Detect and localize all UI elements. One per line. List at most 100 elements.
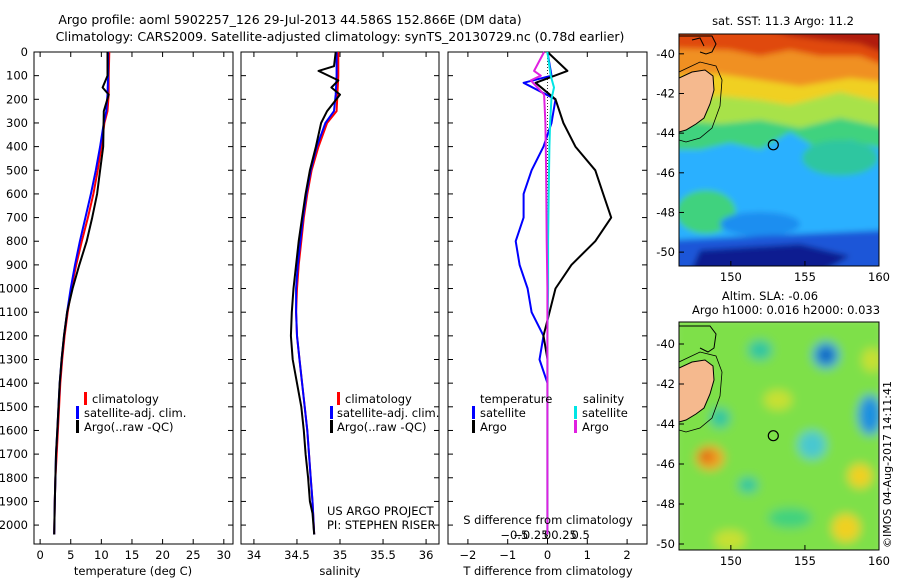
sst-latitude-axis: -40 -42 -44 -46 -48 -50 (656, 47, 684, 259)
title-line-2: Climatology: CARS2009. Satellite-adjuste… (56, 29, 625, 44)
s-tick-label: −0.25 (513, 528, 548, 542)
legend-swatch-climatology (337, 392, 340, 405)
x-tick-label: −1 (499, 548, 516, 562)
depth-tick-label: 400 (6, 140, 28, 154)
longitude-tick-label: 160 (868, 270, 890, 284)
sla-map-field (679, 322, 879, 550)
depth-tick-label: 1900 (0, 494, 28, 508)
sla-longitude-axis: 150 155 160 (720, 545, 890, 568)
latitude-tick-label: -40 (656, 337, 675, 351)
sst-map-frame (678, 33, 880, 267)
series-line-argo-raw-qc (53, 52, 110, 535)
latitude-tick-label: -44 (656, 126, 675, 140)
temperature-profiles (53, 51, 111, 535)
x-tick-label: 1 (584, 548, 591, 562)
depth-tick-label: 1100 (0, 305, 28, 319)
x-tick-label: 35 (333, 548, 348, 562)
legend-label-satellite: satellite-adj. clim. (337, 406, 439, 420)
legend-label-temperature-argo: Argo (480, 420, 507, 434)
longitude-tick-label: 150 (720, 270, 742, 284)
x-tick-label: 34.5 (284, 548, 310, 562)
depth-tick-label: 600 (6, 187, 28, 201)
salinity-x-axis: 34 34.5 35 35.5 36 (241, 51, 439, 562)
latitude-tick-label: -46 (656, 166, 675, 180)
depth-axis: 0 100 200 300 400 500 600 700 800 900 1000 1100 1200… (0, 45, 233, 532)
series-line-argo-raw-qc (289, 51, 341, 535)
legend-label-temperature-satellite: satellite (480, 406, 526, 420)
legend-swatch-satellite (76, 406, 79, 419)
temperature-difference-label: T difference from climatology (462, 564, 633, 578)
latitude-tick-label: -50 (656, 537, 675, 551)
legend-swatch-salinity-argo (574, 420, 577, 433)
series-line-salinity-argo (529, 51, 549, 535)
salinity-panel: 34 34.5 35 35.5 36 climatology satellite-adj… (240, 51, 440, 578)
sst-longitude-axis: 150 155 160 (720, 261, 890, 284)
depth-tick-label: 1300 (0, 353, 28, 367)
x-tick-label: 0 (544, 548, 551, 562)
temperature-x-axis: 0 5 10 15 20 25 30 (36, 52, 231, 562)
sla-map-frame (678, 321, 880, 551)
x-tick-label: 36 (419, 548, 434, 562)
depth-tick-label: 700 (6, 211, 28, 225)
depth-tick-label: 1000 (0, 282, 28, 296)
legend-swatch-temperature-argo (472, 420, 475, 433)
s-tick-label: 0.25 (551, 528, 577, 542)
x-tick-label: 2 (623, 548, 630, 562)
sla-map-subtitle: Argo h1000: 0.016 h2000: 0.033 (692, 303, 880, 317)
salinity-legend: climatology satellite-adj. clim. Argo(..… (330, 392, 439, 434)
legend-label-satellite: satellite-adj. clim. (84, 406, 186, 420)
series-line-satellite-adj-clim (295, 52, 338, 535)
tasmania-land (679, 69, 715, 133)
legend-label-climatology: climatology (92, 392, 159, 406)
latitude-tick-label: -46 (656, 457, 675, 471)
legend-label-argo: Argo(..raw -QC) (84, 420, 174, 434)
sla-map-title: Altim. SLA: -0.06 (722, 289, 818, 303)
sla-latitude-axis: -40 -42 -44 -46 -48 -50 (656, 337, 684, 551)
depth-tick-label: 500 (6, 163, 28, 177)
legend-swatch-argo (330, 420, 333, 433)
salinity-plot-frame (240, 51, 440, 545)
sst-map-panel: sat. SST: 11.3 Argo: 11.2 (656, 14, 890, 284)
temperature-x-label: temperature (deg C) (74, 564, 192, 578)
x-tick-label: 25 (186, 548, 201, 562)
longitude-tick-label: 155 (794, 270, 816, 284)
depth-tick-label: 1800 (0, 471, 28, 485)
latitude-tick-label: -48 (656, 205, 675, 219)
s-tick-label: 0.5 (572, 528, 590, 542)
s-tick-label: −0.5 (500, 528, 528, 542)
sst-coastline (679, 35, 723, 143)
depth-tick-label: 1400 (0, 376, 28, 390)
difference-profiles (514, 51, 613, 535)
legend-label-climatology: climatology (345, 392, 412, 406)
latitude-tick-label: -44 (656, 417, 675, 431)
temperature-legend: climatology satellite-adj. clim. Argo(..… (76, 392, 186, 434)
legend-label-salinity-satellite: satellite (582, 406, 628, 420)
legend-label-argo: Argo(..raw -QC) (337, 420, 427, 434)
depth-tick-label: 1200 (0, 329, 28, 343)
legend-swatch-temperature-satellite (472, 406, 475, 419)
depth-tick-label: 2000 (0, 518, 28, 532)
depth-tick-label: 1500 (0, 400, 28, 414)
depth-tick-label: 900 (6, 258, 28, 272)
sla-argo-position-marker (767, 430, 779, 442)
latitude-tick-label: -42 (656, 86, 675, 100)
x-tick-label: 30 (216, 548, 231, 562)
legend-title-temperature: temperature (480, 392, 552, 406)
difference-legend: temperature salinity satellite Argo sate… (472, 392, 628, 434)
x-tick-label: −2 (459, 548, 476, 562)
salinity-profiles (289, 51, 341, 535)
longitude-tick-label: 160 (868, 554, 890, 568)
sla-map-panel: Altim. SLA: -0.06 Argo h1000: 0.016 h200… (656, 289, 890, 568)
x-tick-label: 10 (94, 548, 109, 562)
sst-argo-position-marker (767, 139, 779, 151)
difference-x-axis: −2 −1 0 1 2 (448, 51, 647, 562)
salinity-difference-label: S difference from climatology (463, 513, 633, 527)
legend-title-salinity: salinity (583, 392, 624, 406)
temperature-plot-frame (33, 51, 234, 545)
difference-panel: −2 −1 0 1 2 −0.5−0.25 0 0.250.5 temperature sa… (447, 51, 648, 578)
latitude-tick-label: -48 (656, 497, 675, 511)
tasmania-land (679, 359, 715, 423)
salinity-x-label: salinity (319, 564, 360, 578)
depth-tick-label: 200 (6, 92, 28, 106)
sla-coastline (679, 325, 723, 433)
